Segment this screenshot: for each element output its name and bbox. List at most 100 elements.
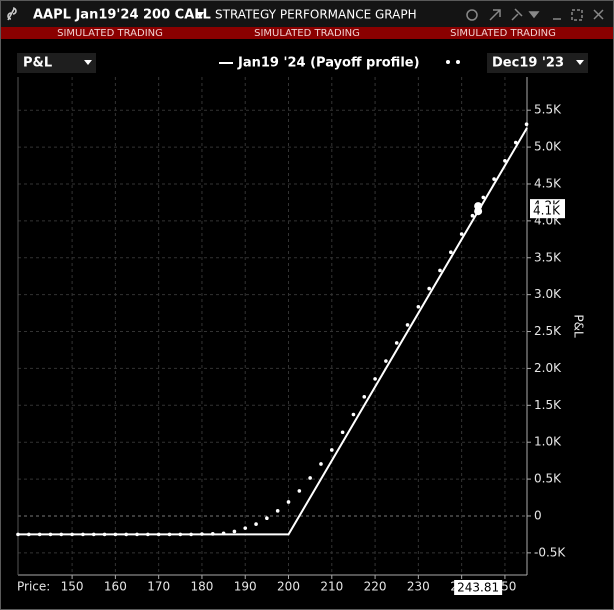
curve-dot	[146, 532, 150, 537]
curve-dot	[481, 195, 486, 200]
curve-dot	[200, 532, 204, 536]
curve-dot	[492, 177, 496, 181]
curve-dot	[513, 140, 518, 145]
curve-dot	[394, 341, 399, 345]
date-label: Dec19 '23	[492, 56, 564, 71]
window-title[interactable]: AAPL Jan19'24 200 CALL	[33, 8, 211, 23]
curve-dot	[243, 526, 248, 530]
y-tick-label: 5.0K	[534, 140, 562, 154]
curve-dot	[524, 122, 529, 127]
icon[interactable]	[511, 8, 523, 21]
y-tick-label: 4.5K	[534, 176, 562, 190]
icon[interactable]	[489, 9, 501, 21]
curve-dot	[48, 532, 53, 537]
x-tick-label: 210	[320, 580, 343, 594]
y-tick-label: 2.5K	[534, 324, 562, 338]
curve-dot	[167, 532, 172, 537]
marker-label: 4.1K	[533, 204, 561, 218]
curve-dot	[405, 323, 410, 327]
y-tick-label: 3.0K	[534, 287, 562, 301]
curve-dot	[59, 532, 64, 537]
window-subtitle: STRATEGY PERFORMANCE GRAPH	[215, 8, 417, 22]
curve-dot	[156, 532, 161, 537]
y-tick-label: 3.5K	[534, 250, 562, 264]
curve-dot	[178, 532, 183, 537]
icon[interactable]	[593, 9, 604, 20]
curve-dot	[189, 532, 193, 537]
curve-dot	[362, 395, 367, 399]
x-tick-label: 150	[61, 580, 84, 594]
window-icons	[466, 8, 604, 21]
curve-dot	[91, 532, 96, 537]
curve-dot	[81, 532, 85, 537]
banner-text: SIMULATED TRADING	[57, 28, 163, 39]
y-tick-label: 0.5K	[534, 472, 562, 486]
y-tick-label: 1.5K	[534, 398, 562, 412]
curve-dot	[37, 532, 42, 537]
curve-dot	[340, 430, 345, 435]
curve-dot	[438, 268, 442, 273]
curve-dot	[124, 532, 129, 537]
curve-dot	[416, 304, 421, 309]
curve-dot	[449, 250, 453, 255]
curve-dot	[319, 462, 323, 466]
curve-dot	[329, 448, 334, 452]
curve-dot	[113, 532, 118, 537]
y-tick-label: 1.0K	[534, 435, 562, 449]
current-price-box	[454, 580, 503, 595]
title-dropdown[interactable]	[196, 12, 204, 18]
title-bar	[1, 1, 613, 27]
metric-label: P&L	[23, 56, 52, 71]
curve-dot	[470, 213, 475, 218]
curve-dot	[102, 532, 107, 537]
curve-dot	[427, 286, 431, 291]
icon[interactable]	[571, 9, 583, 21]
curve-dot	[254, 522, 258, 526]
curve-dot	[16, 532, 20, 537]
curve-dot	[265, 516, 269, 520]
dropdown-arrow	[576, 60, 584, 65]
dropdown-arrow	[84, 60, 92, 65]
marker-label-box	[530, 204, 565, 219]
y-tick-label: -0.5K	[534, 545, 566, 559]
curve-dot	[373, 377, 377, 381]
x-tick-label: 220	[364, 580, 387, 594]
current-price-label: 243.81	[457, 581, 499, 595]
curve-dot	[351, 412, 356, 417]
curve-dot	[221, 531, 226, 536]
banner-text: SIMULATED TRADING	[450, 28, 556, 39]
curve-dot	[27, 532, 31, 537]
curve-dot	[503, 159, 507, 163]
x-tick-label: 160	[104, 580, 127, 594]
x-tick-label: 230	[407, 580, 430, 594]
curve-dot	[308, 476, 312, 480]
banner-text: SIMULATED TRADING	[254, 28, 360, 39]
x-axis-label: Price:	[17, 580, 50, 594]
curve-dot	[135, 532, 139, 537]
link-icon[interactable]	[7, 7, 17, 21]
curve-dot	[210, 532, 215, 536]
x-tick-label: 170	[147, 580, 170, 594]
y-tick-label: 2.0K	[534, 361, 562, 375]
y-tick-label: 0	[534, 508, 542, 522]
legend-label: Jan19 '24 (Payoff profile)	[237, 56, 420, 71]
y-axis-label: P&L	[572, 314, 586, 338]
x-tick-label: 190	[234, 580, 257, 594]
metric-dropdown[interactable]	[17, 53, 96, 73]
curve-dot	[232, 529, 237, 534]
date-dropdown[interactable]	[487, 53, 588, 73]
icon[interactable]	[466, 9, 478, 21]
curve-dot	[70, 532, 74, 537]
legend-dot	[446, 60, 450, 64]
payoff-line	[18, 127, 528, 536]
curve-dot	[297, 489, 302, 493]
curve-dot	[275, 509, 280, 513]
curve-dot	[286, 500, 291, 504]
sim-banner	[1, 27, 613, 39]
curve-dot	[459, 232, 464, 236]
legend-dot	[456, 60, 460, 64]
curve-dot	[384, 359, 388, 363]
icon[interactable]	[528, 11, 540, 19]
